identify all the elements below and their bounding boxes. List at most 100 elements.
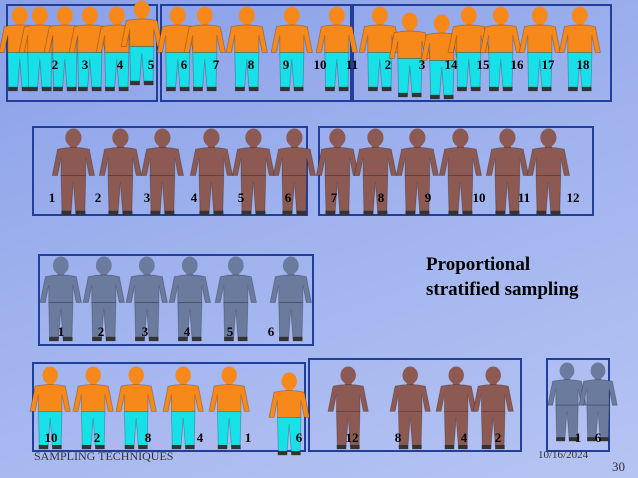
- brown-person-4: [189, 128, 233, 216]
- stratum-orange-box-mid: [160, 4, 354, 102]
- sample-orange-label-6: 6: [295, 430, 303, 445]
- sample-orange-person-1: [29, 366, 71, 450]
- row2-label-6: 6: [284, 190, 292, 205]
- grey-person-1: [39, 256, 83, 342]
- row3-label-6: 6: [267, 324, 275, 339]
- grey-person-3: [125, 256, 169, 342]
- row1-label-7: 7: [212, 57, 220, 72]
- row2-label-2: 2: [94, 190, 102, 205]
- row1-label-4: 4: [116, 57, 124, 72]
- sample-grey-person-2: [578, 362, 618, 442]
- caption-line-1: Proportional: [426, 254, 531, 275]
- brown-person-2: [98, 128, 142, 216]
- row1-label-5: 5: [147, 57, 155, 72]
- row2-label-1: 1: [48, 190, 56, 205]
- row1-label-12: 2: [384, 57, 392, 72]
- row1-label-3: 3: [81, 57, 89, 72]
- row2-label-9: 9: [424, 190, 432, 205]
- orange-person-12: [358, 6, 402, 92]
- row1-label-16: 16: [510, 57, 524, 72]
- row1-label-2: 2: [51, 57, 59, 72]
- row1-label-11: 11: [345, 57, 359, 72]
- orange-person-4: [68, 6, 112, 92]
- footer-date: 10/16/2024: [538, 449, 589, 461]
- row3-label-1: 1: [57, 324, 65, 339]
- orange-person-8: [183, 6, 227, 92]
- row2-label-10: 10: [472, 190, 486, 205]
- brown-person-3: [140, 128, 184, 216]
- sample-orange-person-5: [208, 366, 250, 450]
- brown-person-9: [395, 128, 439, 216]
- row3-label-5: 5: [226, 324, 234, 339]
- row2-label-8: 8: [377, 190, 385, 205]
- brown-person-5: [231, 128, 275, 216]
- sample-brown-person-4: [472, 366, 514, 450]
- sample-brown-label-4: 2: [494, 430, 502, 445]
- stratum-orange-box-left: [6, 4, 158, 102]
- orange-person-11: [315, 6, 359, 92]
- orange-person-13: [388, 12, 432, 98]
- orange-person-10: [270, 6, 314, 92]
- brown-person-1: [51, 128, 95, 216]
- row1-label-14: 14: [444, 57, 458, 72]
- sample-brown-label-3: 4: [460, 430, 468, 445]
- footer-title: SAMPLING TECHNIQUES: [34, 449, 174, 463]
- orange-person-18: [558, 6, 602, 92]
- row2-label-5: 5: [237, 190, 245, 205]
- grey-person-2: [82, 256, 126, 342]
- orange-person-16: [479, 6, 523, 92]
- grey-person-4: [168, 256, 212, 342]
- row1-label-6: 6: [180, 57, 188, 72]
- sample-brown-box: [308, 358, 522, 452]
- diagram-caption: Proportional stratified sampling: [426, 252, 616, 302]
- sample-orange-person-3: [115, 366, 157, 450]
- row1-label-15: 15: [476, 57, 490, 72]
- row3-label-2: 2: [97, 324, 105, 339]
- row2-label-7: 7: [330, 190, 338, 205]
- row1-label-18: 18: [576, 57, 590, 72]
- sample-brown-person-2: [389, 366, 431, 450]
- orange-person-9: [225, 6, 269, 92]
- row3-label-4: 4: [183, 324, 191, 339]
- brown-person-10: [438, 128, 482, 216]
- sample-grey-label-1: 1: [574, 430, 582, 445]
- sample-orange-label-3: 8: [144, 430, 152, 445]
- row2-label-4: 4: [190, 190, 198, 205]
- row1-label-13: 3: [418, 57, 426, 72]
- orange-person-15: [447, 6, 491, 92]
- row1-label-10: 10: [313, 57, 327, 72]
- brown-person-6: [272, 128, 316, 216]
- orange-person-17: [518, 6, 562, 92]
- sample-orange-person-4: [162, 366, 204, 450]
- sample-brown-person-1: [327, 366, 369, 450]
- row2-label-11: 11: [517, 190, 531, 205]
- orange-person-6: [120, 0, 164, 86]
- sample-brown-person-3: [435, 366, 477, 450]
- brown-person-11: [485, 128, 529, 216]
- sample-grey-person-1: [547, 362, 587, 442]
- grey-person-5: [214, 256, 258, 342]
- row1-label-8: 8: [247, 57, 255, 72]
- orange-person-7: [156, 6, 200, 92]
- stratum-grey-box: [38, 254, 314, 346]
- sample-grey-label-2: 6: [594, 430, 602, 445]
- page-number: 30: [612, 459, 625, 474]
- sample-orange-person-2: [72, 366, 114, 450]
- grey-person-6: [269, 256, 313, 342]
- sample-orange-label-5: 1: [244, 430, 252, 445]
- row1-label-17: 17: [541, 57, 555, 72]
- row3-label-3: 3: [141, 324, 149, 339]
- sample-orange-person-6: [268, 372, 310, 456]
- brown-person-12: [526, 128, 570, 216]
- sample-orange-label-2: 2: [93, 430, 101, 445]
- sample-brown-label-2: 8: [394, 430, 402, 445]
- brown-person-7: [315, 128, 359, 216]
- sample-orange-label-1: 10: [44, 430, 58, 445]
- row2-label-3: 3: [143, 190, 151, 205]
- stratum-orange-box-right: [350, 4, 612, 102]
- sample-orange-label-4: 4: [196, 430, 204, 445]
- sample-brown-label-1: 12: [345, 430, 359, 445]
- row2-label-12: 12: [566, 190, 580, 205]
- caption-line-2: stratified sampling: [426, 279, 579, 300]
- row1-label-9: 9: [282, 57, 290, 72]
